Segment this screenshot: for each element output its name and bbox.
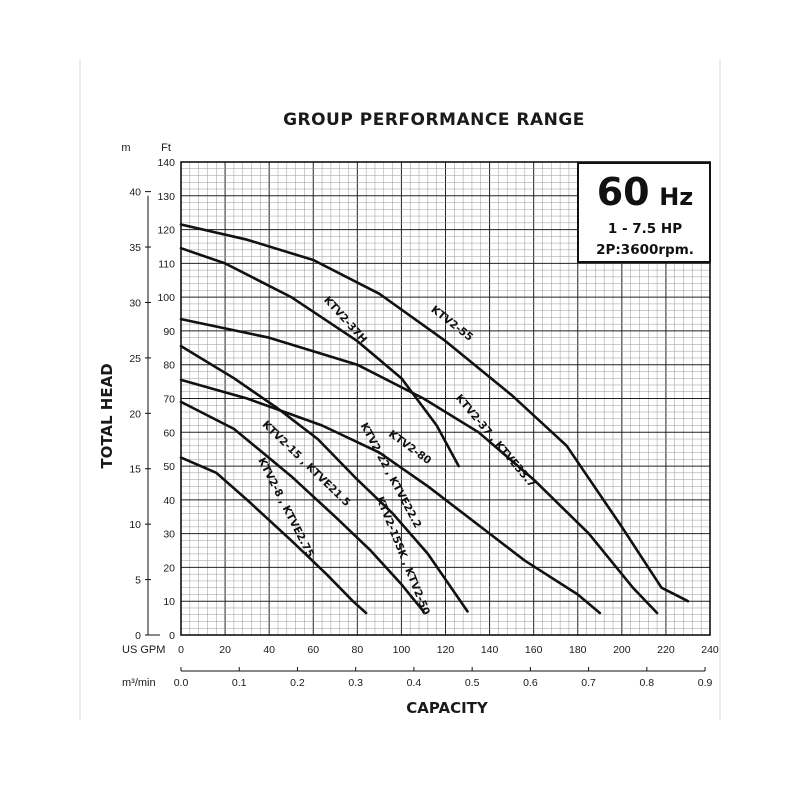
x-axis-title: CAPACITY xyxy=(406,699,489,717)
y2-tick-label: 40 xyxy=(129,187,141,199)
svg-text:60 Hz: 60 Hz xyxy=(597,170,694,214)
y2-tick-label: 30 xyxy=(129,297,141,309)
curve-ktv2-22-ktve22-2 xyxy=(179,344,469,613)
x2-tick-label: 0.3 xyxy=(348,677,363,689)
x2-tick-label: 0.0 xyxy=(174,677,189,689)
x-unit-primary: US GPM xyxy=(122,644,165,656)
x-tick-label: 0 xyxy=(178,644,184,656)
y-unit-secondary: m xyxy=(121,142,130,154)
curve-ktv2-15-ktve21-5 xyxy=(179,400,425,613)
x2-tick-label: 0.1 xyxy=(232,677,247,689)
curve-ktv2-55 xyxy=(179,223,690,603)
y2-tick-label: 5 xyxy=(135,575,141,587)
y-tick-label: 120 xyxy=(157,225,175,237)
y-tick-label: 0 xyxy=(169,630,175,642)
y-tick-label: 10 xyxy=(163,596,175,608)
y-tick-label: 140 xyxy=(157,157,175,169)
badge-rpm: 2P:3600rpm. xyxy=(596,242,694,258)
y-unit-primary: Ft xyxy=(161,142,171,154)
curve-ktv2-80 xyxy=(179,317,659,615)
x-tick-label: 200 xyxy=(613,644,631,656)
plot-border xyxy=(180,161,711,636)
chart-title: GROUP PERFORMANCE RANGE xyxy=(283,110,585,130)
x-tick-label: 100 xyxy=(393,644,411,656)
x2-tick-label: 0.6 xyxy=(523,677,538,689)
y2-tick-label: 0 xyxy=(135,630,141,642)
y-tick-label: 40 xyxy=(163,495,175,507)
y-tick-label: 90 xyxy=(163,326,175,338)
performance-curves xyxy=(179,223,690,615)
x-tick-label: 220 xyxy=(657,644,675,656)
y-tick-label: 60 xyxy=(163,427,175,439)
y-tick-label: 110 xyxy=(158,258,175,270)
badge-hp: 1 - 7.5 HP xyxy=(608,221,682,237)
y2-tick-label: 15 xyxy=(129,464,141,476)
x-tick-label: 40 xyxy=(263,644,275,656)
x2-tick-label: 0.4 xyxy=(407,677,422,689)
y2-tick-label: 10 xyxy=(129,519,141,531)
y-tick-label: 50 xyxy=(163,461,175,473)
y2-tick-label: 35 xyxy=(129,242,141,254)
x2-tick-label: 0.2 xyxy=(290,677,305,689)
y2-tick-label: 25 xyxy=(129,353,141,365)
x-tick-label: 140 xyxy=(481,644,499,656)
curve-ktv2-15sk-ktv2-50 xyxy=(179,378,602,615)
x-tick-label: 160 xyxy=(525,644,543,656)
x-tick-label: 240 xyxy=(701,644,719,656)
frequency-badge: 60 Hz 1 - 7.5 HP 2P:3600rpm. xyxy=(577,162,711,263)
badge-hz-unit: Hz xyxy=(659,183,693,211)
curve-ktv2-37h xyxy=(179,246,460,468)
y-tick-label: 80 xyxy=(163,360,175,372)
tick-labels: 0 10 20 30 40 50 60 70 80 90 100 110 120 130 140 0 5 10 15… xyxy=(129,157,719,689)
badge-hz-value: 60 xyxy=(597,170,650,214)
x2-tick-label: 0.5 xyxy=(465,677,480,689)
x-unit-secondary: m³/min xyxy=(122,677,156,689)
y-tick-label: 20 xyxy=(163,562,175,574)
y-tick-label: 130 xyxy=(157,191,175,203)
x-tick-label: 120 xyxy=(437,644,455,656)
x-tick-label: 80 xyxy=(351,644,363,656)
curve-label: KTV2-37H xyxy=(321,294,369,346)
x-tick-label: 180 xyxy=(569,644,587,656)
y-tick-label: 30 xyxy=(163,529,175,541)
x2-tick-label: 0.9 xyxy=(698,677,713,689)
x2-tick-label: 0.7 xyxy=(581,677,596,689)
x2-tick-label: 0.8 xyxy=(640,677,655,689)
x-tick-label: 60 xyxy=(307,644,319,656)
y-axis-title: TOTAL HEAD xyxy=(98,363,116,468)
y-tick-label: 70 xyxy=(163,394,175,406)
curve-ktv2-8-ktve2-75 xyxy=(179,456,368,615)
y2-tick-label: 20 xyxy=(129,408,141,420)
y-tick-label: 100 xyxy=(157,292,175,304)
x-tick-label: 20 xyxy=(219,644,231,656)
